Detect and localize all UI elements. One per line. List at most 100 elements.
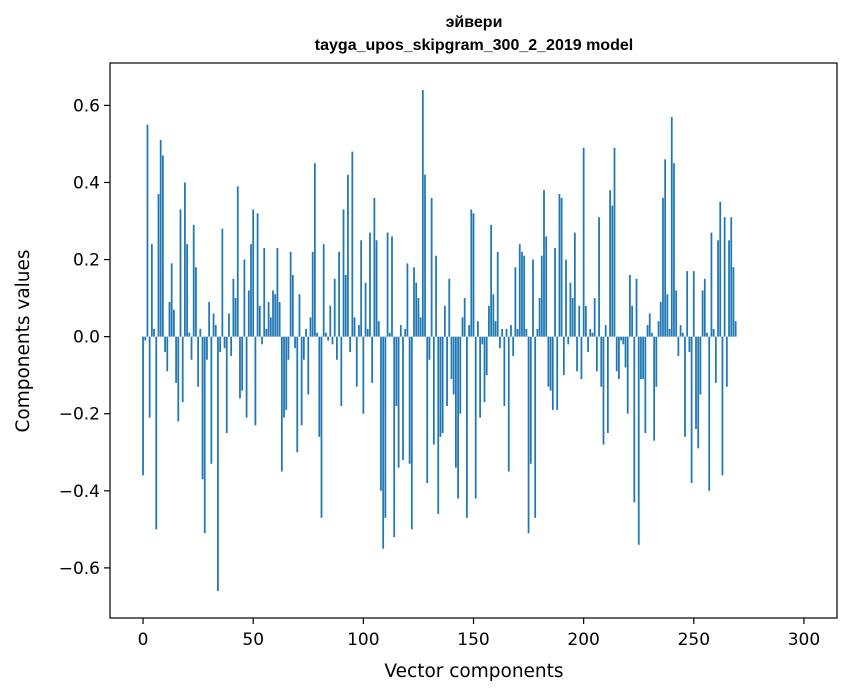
bar-component-24	[195, 267, 197, 337]
bar-component-25	[197, 336, 199, 387]
bar-component-201	[584, 305, 587, 337]
bar-component-206	[595, 336, 598, 372]
bar-component-103	[369, 232, 371, 337]
bar-component-118	[402, 336, 404, 460]
bar-component-265	[725, 336, 728, 387]
bar-component-18	[181, 336, 184, 403]
bar-component-3	[148, 336, 151, 418]
chart-title: эйвери	[446, 14, 503, 31]
x-axis-label: Vector components	[384, 661, 563, 682]
bar-component-35	[219, 336, 222, 353]
bar-component-29	[206, 336, 208, 360]
x-tick-label: 50	[242, 630, 264, 650]
bar-component-107	[377, 321, 380, 337]
bar-component-241	[673, 163, 675, 337]
bar-component-74	[305, 328, 307, 337]
bar-component-196	[573, 232, 576, 337]
bar-component-41	[232, 278, 235, 337]
bar-component-247	[686, 271, 689, 337]
bar-component-0	[142, 336, 144, 476]
bar-component-119	[404, 328, 407, 337]
bar-component-49	[250, 244, 252, 337]
bar-component-263	[721, 336, 724, 476]
x-tick-label: 100	[347, 630, 379, 650]
bar-component-220	[626, 336, 629, 414]
bar-component-47	[245, 336, 248, 418]
bar-component-221	[629, 274, 631, 337]
bar-component-259	[712, 328, 715, 337]
bar-component-234	[657, 321, 660, 337]
bar-component-155	[483, 336, 486, 403]
bar-component-226	[640, 336, 642, 380]
bar-component-36	[221, 228, 224, 337]
bar-component-264	[723, 217, 726, 337]
bar-component-254	[701, 290, 704, 337]
bar-component-217	[620, 336, 622, 341]
bar-component-42	[234, 298, 237, 337]
bar-component-121	[408, 336, 411, 464]
y-tick-label: −0.2	[59, 405, 100, 425]
x-tick-label: 0	[138, 630, 149, 650]
bar-component-111	[386, 232, 389, 337]
bar-component-17	[179, 209, 182, 337]
bar-component-183	[545, 236, 548, 337]
x-tick-label: 150	[457, 630, 489, 650]
bar-component-159	[492, 294, 495, 337]
bar-component-211	[607, 336, 609, 433]
bar-component-91	[342, 209, 345, 337]
bar-component-27	[201, 336, 204, 480]
bar-component-164	[503, 336, 506, 407]
bar-component-136	[441, 336, 444, 433]
bar-component-153	[479, 336, 481, 418]
bar-component-212	[609, 190, 611, 337]
y-tick-label: 0.0	[73, 328, 100, 348]
bar-component-61	[276, 248, 279, 337]
bar-component-257	[708, 336, 711, 491]
bar-component-172	[521, 251, 523, 337]
bar-component-100	[362, 336, 365, 414]
bar-component-140	[450, 336, 453, 380]
bar-component-244	[679, 325, 682, 337]
bar-component-209	[602, 336, 605, 445]
bar-component-173	[523, 255, 526, 337]
bar-component-199	[580, 336, 583, 380]
bar-component-224	[635, 278, 638, 337]
bar-component-251	[695, 336, 697, 430]
bar-component-245	[681, 332, 684, 337]
bar-component-222	[631, 305, 633, 337]
bar-component-102	[366, 328, 369, 337]
bar-component-79	[316, 332, 318, 337]
bar-component-66	[287, 336, 290, 360]
bar-component-188	[556, 336, 559, 410]
bar-component-229	[646, 325, 649, 337]
bar-component-141	[452, 336, 455, 395]
bar-component-88	[336, 336, 338, 360]
bar-component-232	[653, 336, 656, 441]
bar-component-43	[236, 186, 239, 337]
bar-component-15	[175, 336, 177, 383]
bar-component-174	[525, 328, 528, 337]
bar-component-176	[529, 336, 532, 464]
bar-component-152	[477, 321, 479, 337]
bar-component-240	[670, 116, 673, 337]
bar-component-112	[388, 332, 391, 337]
bar-component-142	[454, 336, 457, 468]
bar-component-148	[468, 325, 470, 337]
bar-component-223	[633, 336, 636, 503]
y-axis-label: Components values	[13, 249, 34, 432]
bar-component-97	[355, 336, 358, 387]
bar-component-117	[399, 325, 402, 337]
bar-component-147	[466, 336, 468, 518]
bar-component-169	[514, 267, 517, 337]
bar-component-139	[448, 278, 451, 337]
bar-component-44	[239, 336, 241, 399]
x-tick-label: 300	[788, 630, 820, 650]
bar-component-28	[203, 336, 206, 534]
bar-component-170	[516, 328, 519, 337]
bar-component-123	[413, 267, 415, 337]
bar-component-197	[576, 336, 578, 372]
bar-component-261	[717, 240, 719, 337]
bar-component-180	[538, 298, 541, 337]
bar-component-213	[611, 205, 614, 337]
